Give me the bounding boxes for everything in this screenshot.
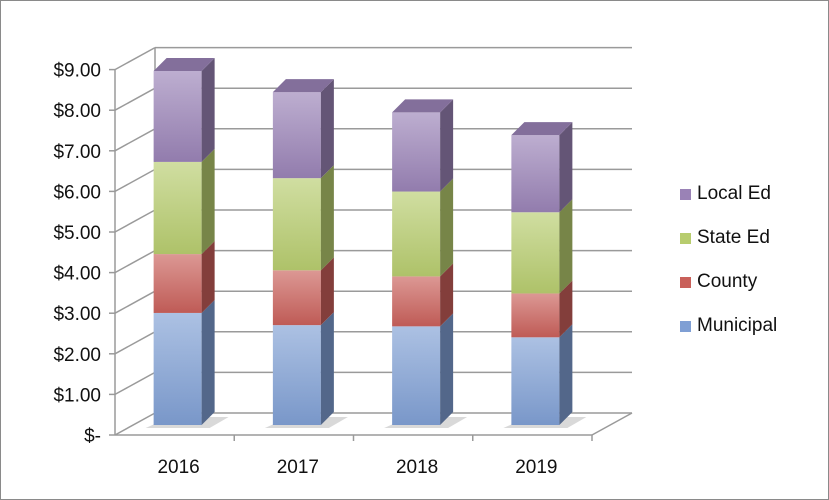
- svg-text:$6.00: $6.00: [53, 182, 101, 203]
- svg-text:2018: 2018: [396, 457, 438, 478]
- svg-text:$8.00: $8.00: [53, 101, 101, 122]
- svg-text:$1.00: $1.00: [53, 385, 101, 406]
- legend-item-state-ed: State Ed: [680, 216, 777, 260]
- legend-swatch: [680, 188, 691, 200]
- svg-text:$2.00: $2.00: [53, 345, 101, 366]
- svg-text:$4.00: $4.00: [53, 264, 101, 285]
- svg-text:$9.00: $9.00: [53, 61, 101, 82]
- svg-text:$-: $-: [84, 426, 101, 447]
- legend-item-county: County: [680, 260, 777, 304]
- legend-swatch: [680, 232, 691, 244]
- legend-swatch: [680, 276, 691, 288]
- svg-text:$3.00: $3.00: [53, 304, 101, 325]
- legend-item-local-ed: Local Ed: [680, 172, 777, 216]
- legend-label: State Ed: [697, 227, 770, 248]
- svg-text:$5.00: $5.00: [53, 223, 101, 244]
- legend: Local Ed State Ed County Municipal: [680, 172, 777, 348]
- svg-text:2019: 2019: [515, 457, 557, 478]
- legend-swatch: [680, 320, 691, 332]
- legend-label: Local Ed: [697, 183, 771, 204]
- legend-label: Municipal: [697, 315, 778, 336]
- svg-text:2016: 2016: [157, 457, 199, 478]
- legend-label: County: [697, 271, 758, 292]
- legend-item-municipal: Municipal: [680, 304, 777, 348]
- svg-text:2017: 2017: [277, 457, 319, 478]
- svg-text:$7.00: $7.00: [53, 142, 101, 163]
